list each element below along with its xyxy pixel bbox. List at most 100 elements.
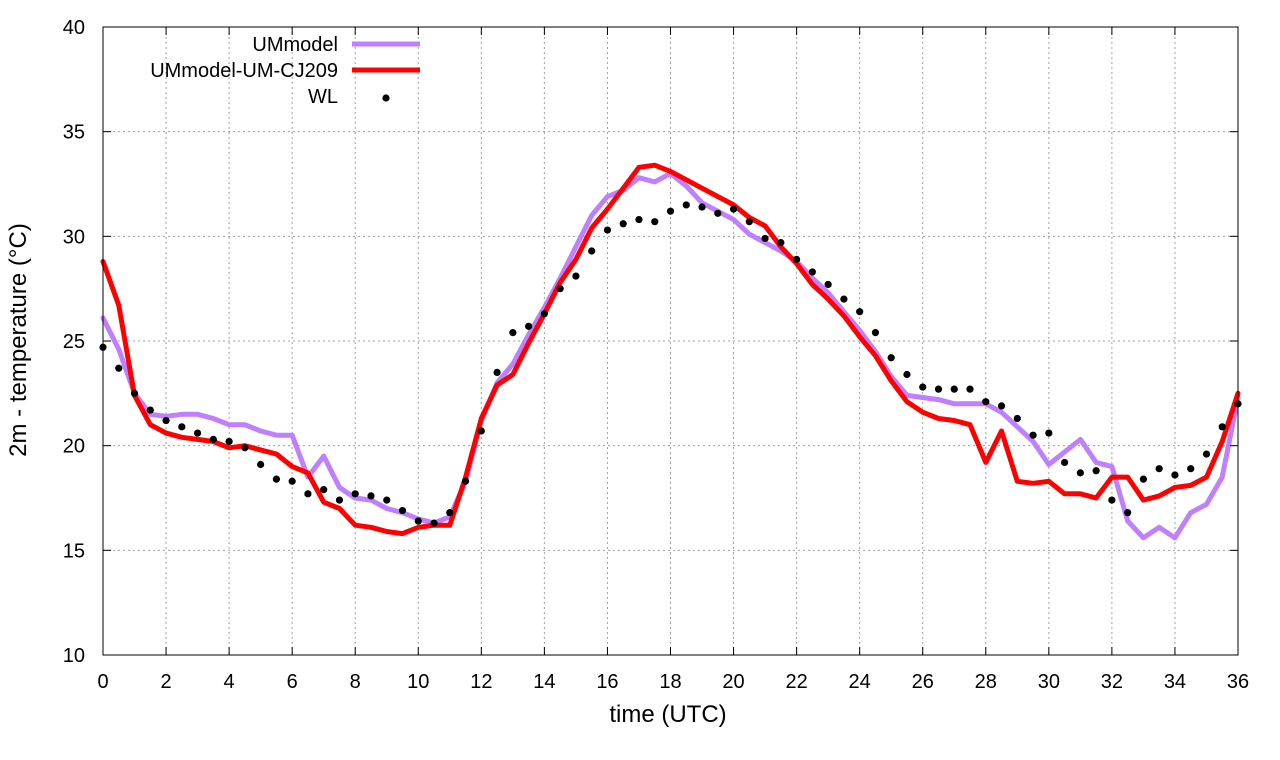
data-point-wl xyxy=(666,207,675,215)
x-tick-label: 8 xyxy=(350,671,361,693)
data-point-wl xyxy=(146,406,154,414)
x-tick-label: 4 xyxy=(224,671,235,693)
data-point-wl xyxy=(603,226,612,234)
data-point-wl xyxy=(871,329,880,337)
y-tick-label: 10 xyxy=(63,645,85,667)
data-point-wl xyxy=(997,402,1006,410)
data-point-wl xyxy=(461,477,470,485)
data-point-wl xyxy=(241,444,249,452)
x-tick-label: 0 xyxy=(97,671,108,693)
data-point-wl xyxy=(1139,475,1148,483)
y-tick-label: 40 xyxy=(63,17,85,39)
y-tick-labels: 10 15 20 25 30 35 40 xyxy=(63,17,85,667)
data-point-wl xyxy=(178,423,186,431)
data-point-wl xyxy=(934,385,943,393)
data-point-wl xyxy=(193,429,202,437)
data-point-wl xyxy=(1187,465,1195,473)
data-point-wl xyxy=(162,416,170,425)
series-layer xyxy=(99,162,1242,541)
data-point-wl xyxy=(1029,431,1037,439)
x-tick-labels: 0 2 4 6 8 10 12 14 16 18 20 22 24 26 28 30 32 34 36 xyxy=(97,671,1249,693)
legend-label-wl: WL xyxy=(308,86,338,108)
data-point-wl xyxy=(808,268,816,276)
x-tick-label: 24 xyxy=(849,671,871,693)
data-point-wl xyxy=(1155,465,1163,473)
data-point-wl xyxy=(1092,467,1100,475)
data-point-wl xyxy=(115,364,123,372)
legend: UMmodel UMmodel-UM-CJ209 WL xyxy=(150,34,420,108)
x-tick-label: 14 xyxy=(533,671,555,693)
data-point-wl xyxy=(682,201,690,209)
x-tick-label: 36 xyxy=(1227,671,1249,693)
data-point-wl xyxy=(777,239,785,247)
data-point-wl xyxy=(1218,423,1226,431)
data-point-wl xyxy=(1013,414,1021,423)
y-tick-label: 25 xyxy=(63,331,85,353)
x-tick-label: 34 xyxy=(1164,671,1186,693)
data-point-wl xyxy=(540,310,548,318)
data-point-wl xyxy=(840,295,848,303)
data-point-wl xyxy=(966,385,974,393)
data-point-wl xyxy=(824,280,832,289)
data-point-wl xyxy=(367,492,375,500)
data-point-wl xyxy=(1202,450,1211,458)
x-tick-label: 22 xyxy=(785,671,807,693)
series-wl xyxy=(99,201,1242,527)
data-point-wl xyxy=(556,285,564,293)
y-axis-label: 2m - temperature (°C) xyxy=(5,223,32,457)
data-point-wl xyxy=(304,490,312,498)
data-point-wl xyxy=(903,370,911,379)
data-point-wl xyxy=(572,272,580,280)
data-point-wl xyxy=(493,368,501,376)
data-point-wl xyxy=(351,490,359,498)
grid-lines xyxy=(103,27,1238,655)
data-point-wl xyxy=(619,220,627,228)
data-point-wl xyxy=(729,205,738,213)
axis-ticks xyxy=(102,26,1239,656)
data-point-wl xyxy=(856,308,864,316)
data-point-wl xyxy=(919,383,927,391)
x-tick-label: 2 xyxy=(160,671,171,693)
data-point-wl xyxy=(635,215,643,224)
data-point-wl xyxy=(793,255,801,263)
x-tick-label: 10 xyxy=(407,671,429,693)
data-point-wl xyxy=(1060,458,1069,467)
legend-label-ummodel-um-cj209: UMmodel-UM-CJ209 xyxy=(150,60,338,82)
data-point-wl xyxy=(588,247,596,255)
x-axis-label: time (UTC) xyxy=(609,701,726,728)
legend-label-ummodel: UMmodel xyxy=(252,34,338,56)
x-tick-label: 32 xyxy=(1101,671,1123,693)
data-point-wl xyxy=(225,437,233,446)
data-point-wl xyxy=(414,517,422,525)
data-point-wl xyxy=(1108,496,1116,504)
data-point-wl xyxy=(982,398,990,406)
data-point-wl xyxy=(335,496,344,504)
data-point-wl xyxy=(288,477,296,485)
data-point-wl xyxy=(446,509,454,517)
y-tick-label: 15 xyxy=(63,540,85,562)
x-tick-label: 26 xyxy=(912,671,934,693)
x-tick-label: 18 xyxy=(659,671,681,693)
x-tick-label: 6 xyxy=(287,671,298,693)
x-tick-label: 20 xyxy=(722,671,744,693)
data-point-wl xyxy=(1124,509,1132,517)
data-point-wl xyxy=(525,322,533,330)
data-point-wl xyxy=(477,427,485,435)
y-tick-label: 20 xyxy=(63,436,85,458)
data-point-wl xyxy=(209,435,217,443)
data-point-wl xyxy=(272,475,281,483)
x-tick-label: 28 xyxy=(975,671,997,693)
data-point-wl xyxy=(651,218,659,226)
data-point-wl xyxy=(320,486,328,494)
data-point-wl xyxy=(1171,471,1179,479)
data-point-wl xyxy=(761,234,769,243)
data-point-wl xyxy=(257,460,265,469)
data-point-wl xyxy=(714,209,722,217)
data-point-wl xyxy=(509,329,517,337)
x-tick-label: 30 xyxy=(1038,671,1060,693)
y-tick-label: 35 xyxy=(63,122,85,144)
x-tick-label: 16 xyxy=(596,671,618,693)
data-point-wl xyxy=(950,385,958,393)
data-point-wl xyxy=(698,203,706,211)
x-tick-label: 12 xyxy=(470,671,492,693)
